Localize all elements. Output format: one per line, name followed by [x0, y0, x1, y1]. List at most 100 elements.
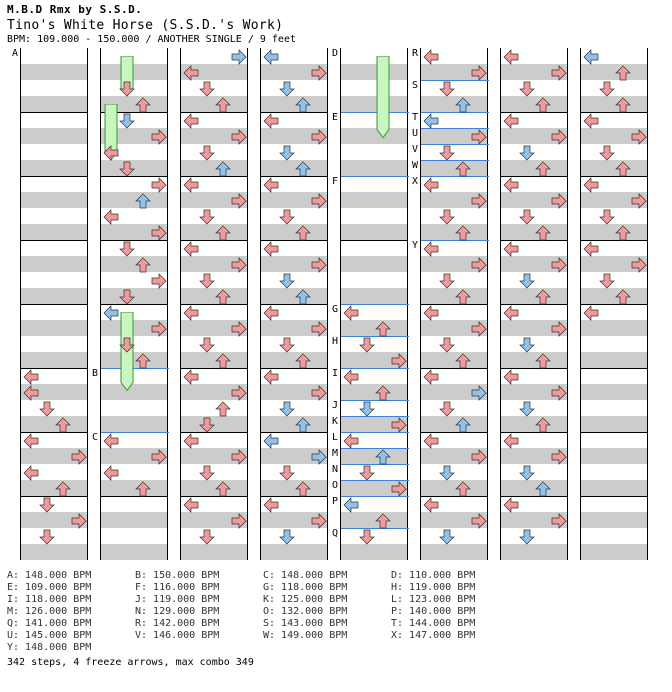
arrow-right-red: [231, 257, 247, 273]
bpm-change-line: [341, 528, 409, 529]
bpm-change-line: [101, 432, 169, 433]
bpm-marker-label: M: [332, 448, 339, 459]
measure-line: [580, 432, 648, 433]
arrow-left-red: [423, 369, 439, 385]
arrow-right-red: [311, 65, 327, 81]
arrow-right-red: [311, 513, 327, 529]
arrow-down-red: [119, 161, 135, 177]
arrow-up-red: [535, 289, 551, 305]
arrow-up-red: [535, 353, 551, 369]
arrow-left-red: [103, 145, 119, 161]
arrow-left-blue: [263, 49, 279, 65]
measure-line: [260, 240, 328, 241]
arrow-right-red: [631, 257, 647, 273]
bpm-marker-label: Q: [332, 528, 339, 539]
arrow-left-blue: [103, 305, 119, 321]
arrow-up-blue: [215, 161, 231, 177]
measure-line: [420, 496, 488, 497]
arrow-right-red: [311, 129, 327, 145]
bpm-marker-label: E: [332, 112, 339, 123]
measure-line: [580, 240, 648, 241]
measure-line: [180, 368, 248, 369]
bpm-marker-label: V: [412, 144, 419, 155]
arrow-up-blue: [375, 449, 391, 465]
measure-line: [580, 368, 648, 369]
arrow-left-red: [263, 241, 279, 257]
arrow-down-red: [199, 529, 215, 545]
bpm-change-line: [421, 128, 489, 129]
arrow-up-red: [535, 225, 551, 241]
arrow-down-red: [39, 529, 55, 545]
measure-line: [580, 304, 648, 305]
arrow-down-blue: [279, 145, 295, 161]
bpm-marker-label: U: [412, 128, 419, 139]
arrow-up-red: [215, 97, 231, 113]
arrow-right-red: [231, 385, 247, 401]
arrow-right-red: [551, 193, 567, 209]
arrow-left-red: [183, 305, 199, 321]
arrow-left-red: [503, 113, 519, 129]
arrow-up-red: [615, 161, 631, 177]
arrow-left-red: [423, 49, 439, 65]
arrow-up-red: [295, 481, 311, 497]
arrow-up-blue: [295, 97, 311, 113]
arrow-left-red: [183, 497, 199, 513]
arrow-right-red: [231, 321, 247, 337]
bpm-legend-entry: N: 129.000 BPM: [135, 606, 220, 617]
arrow-up-red: [375, 321, 391, 337]
arrow-up-red: [55, 481, 71, 497]
arrow-down-blue: [519, 529, 535, 545]
arrow-left-blue: [583, 49, 599, 65]
measure-line: [20, 240, 88, 241]
arrow-down-red: [279, 337, 295, 353]
chart-column: [180, 48, 248, 560]
arrow-right-red: [231, 513, 247, 529]
arrow-up-red: [375, 385, 391, 401]
arrow-left-red: [503, 433, 519, 449]
chart-column: [20, 48, 88, 560]
bpm-change-line: [341, 416, 409, 417]
arrow-left-red: [343, 369, 359, 385]
arrow-up-blue: [535, 481, 551, 497]
arrow-right-red: [471, 193, 487, 209]
measure-line: [340, 240, 408, 241]
arrow-right-red: [231, 193, 247, 209]
bpm-legend-entry: Y: 148.000 BPM: [7, 642, 92, 653]
arrow-right-red: [551, 449, 567, 465]
measure-line: [260, 432, 328, 433]
bpm-change-line: [421, 240, 489, 241]
bpm-legend-entry: S: 143.000 BPM: [263, 618, 348, 629]
measure-line: [420, 368, 488, 369]
arrow-up-red: [615, 289, 631, 305]
bpm-change-line: [341, 304, 409, 305]
arrow-up-red: [215, 289, 231, 305]
measure-line: [500, 368, 568, 369]
measure-line: [20, 304, 88, 305]
bpm-marker-label: O: [332, 480, 339, 491]
bpm-change-line: [341, 480, 409, 481]
arrow-up-red: [375, 513, 391, 529]
arrow-left-red: [423, 497, 439, 513]
arrow-up-red: [135, 97, 151, 113]
arrow-down-red: [279, 209, 295, 225]
arrow-up-red: [215, 225, 231, 241]
arrow-down-red: [439, 81, 455, 97]
arrow-left-red: [423, 305, 439, 321]
chart-title: M.B.D Rmx by S.S.D.: [7, 3, 143, 16]
measure-line: [260, 368, 328, 369]
arrow-down-red: [359, 529, 375, 545]
bpm-marker-label: R: [412, 48, 419, 59]
arrow-up-red: [55, 417, 71, 433]
measure-line: [100, 176, 168, 177]
bpm-change-line: [341, 464, 409, 465]
measure-line: [500, 240, 568, 241]
arrow-right-red: [471, 513, 487, 529]
arrow-left-red: [503, 369, 519, 385]
arrow-right-red: [151, 177, 167, 193]
arrow-left-red: [23, 369, 39, 385]
freeze-arrow: [376, 56, 390, 139]
bpm-marker-label: I: [332, 368, 339, 379]
arrow-up-red: [455, 289, 471, 305]
